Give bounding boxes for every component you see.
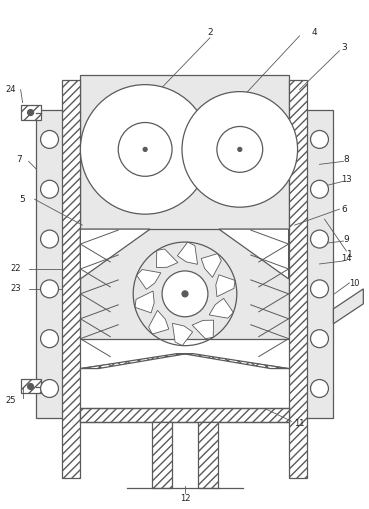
- Text: 2: 2: [207, 29, 213, 37]
- Polygon shape: [183, 354, 289, 369]
- Text: 23: 23: [10, 285, 21, 293]
- Bar: [80, 408, 289, 422]
- Circle shape: [41, 180, 58, 198]
- Polygon shape: [209, 298, 233, 318]
- Bar: [21, 379, 41, 393]
- Circle shape: [238, 148, 242, 151]
- Bar: [198, 422, 218, 488]
- Circle shape: [311, 180, 328, 198]
- Polygon shape: [334, 289, 363, 324]
- Text: 22: 22: [10, 265, 21, 273]
- Bar: [152, 422, 172, 488]
- Circle shape: [80, 84, 210, 214]
- Polygon shape: [219, 229, 289, 279]
- Bar: [62, 80, 80, 478]
- Text: 3: 3: [342, 43, 347, 52]
- Polygon shape: [192, 320, 214, 338]
- Circle shape: [41, 230, 58, 248]
- Bar: [289, 80, 307, 478]
- Circle shape: [311, 280, 328, 298]
- Bar: [35, 109, 63, 418]
- Bar: [21, 104, 41, 120]
- Circle shape: [143, 148, 147, 151]
- Circle shape: [41, 280, 58, 298]
- Circle shape: [41, 380, 58, 398]
- Text: 14: 14: [341, 254, 352, 264]
- Text: 5: 5: [20, 195, 25, 204]
- Circle shape: [162, 271, 208, 317]
- Text: 12: 12: [180, 494, 190, 502]
- Polygon shape: [177, 242, 197, 264]
- Polygon shape: [135, 291, 154, 313]
- Text: 10: 10: [349, 279, 360, 289]
- Circle shape: [28, 109, 34, 116]
- Text: 7: 7: [16, 155, 21, 164]
- Text: 9: 9: [344, 235, 349, 244]
- Circle shape: [217, 126, 263, 173]
- Polygon shape: [172, 323, 193, 346]
- Circle shape: [118, 123, 172, 176]
- Circle shape: [311, 380, 328, 398]
- Text: 4: 4: [312, 29, 317, 37]
- Bar: [80, 75, 289, 338]
- Text: 6: 6: [342, 205, 347, 214]
- Text: 8: 8: [344, 155, 349, 164]
- Text: 24: 24: [6, 85, 16, 94]
- Polygon shape: [137, 270, 161, 289]
- Text: 11: 11: [294, 419, 305, 428]
- Circle shape: [311, 230, 328, 248]
- Circle shape: [182, 291, 188, 297]
- Text: 13: 13: [341, 175, 352, 184]
- Polygon shape: [156, 249, 178, 268]
- Text: 25: 25: [6, 396, 16, 405]
- Circle shape: [41, 330, 58, 348]
- Bar: [306, 109, 334, 418]
- Polygon shape: [201, 253, 221, 277]
- Circle shape: [182, 92, 297, 207]
- Polygon shape: [80, 354, 187, 369]
- Circle shape: [311, 330, 328, 348]
- Circle shape: [311, 130, 328, 149]
- Text: 1: 1: [346, 249, 352, 259]
- Polygon shape: [216, 275, 235, 297]
- Polygon shape: [149, 310, 169, 334]
- Circle shape: [28, 383, 34, 389]
- Circle shape: [41, 130, 58, 149]
- Polygon shape: [80, 229, 150, 279]
